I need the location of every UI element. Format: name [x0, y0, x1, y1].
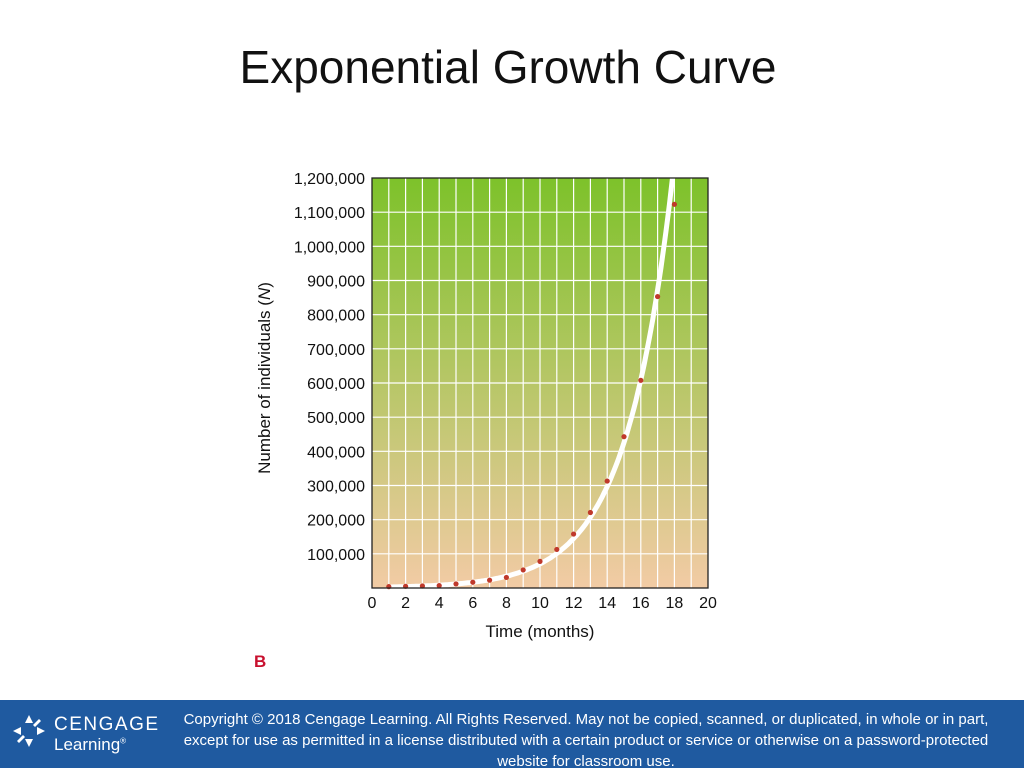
- y-axis-label-variable: N: [255, 287, 274, 300]
- growth-chart: 100,000 200,000 300,000 400,000 500,000 600,0…: [255, 171, 717, 641]
- x-tick-label: 0: [368, 595, 377, 612]
- x-tick-label: 6: [468, 595, 477, 612]
- y-tick-label: 1,200,000: [294, 171, 365, 188]
- data-point: [487, 577, 493, 583]
- x-tick-label: 12: [565, 595, 583, 612]
- y-tick-label: 200,000: [307, 513, 365, 530]
- grid: [372, 178, 708, 588]
- y-tick-label: 800,000: [307, 308, 365, 325]
- x-tick-label: 4: [435, 595, 444, 612]
- x-tick-label: 10: [531, 595, 549, 612]
- x-tick-label: 2: [401, 595, 410, 612]
- data-point: [419, 583, 425, 589]
- data-point: [638, 377, 644, 383]
- data-point: [655, 293, 661, 300]
- y-tick-label: 1,100,000: [294, 205, 365, 222]
- y-tick-label: 600,000: [307, 376, 365, 393]
- y-tick-label: 1,000,000: [294, 239, 365, 256]
- x-tick-label: 18: [666, 595, 684, 612]
- x-tick-label: 14: [598, 595, 616, 612]
- data-point: [671, 201, 678, 207]
- y-tick-label: 400,000: [307, 444, 365, 461]
- y-tick-label: 500,000: [307, 410, 365, 427]
- x-axis-label: Time (months): [486, 622, 595, 641]
- x-tick-label: 20: [699, 595, 717, 612]
- data-point: [587, 509, 594, 516]
- plot-frame: [371, 177, 709, 589]
- slide-title: Exponential Growth Curve: [239, 41, 777, 93]
- data-point: [470, 579, 476, 585]
- data-point: [554, 546, 560, 553]
- footer: CENGAGE Learning® Copyright © 2018 Cenga…: [0, 700, 1024, 770]
- logo-word-learning-text: Learning: [54, 735, 121, 754]
- data-point: [436, 583, 442, 589]
- data-point: [453, 581, 459, 587]
- copyright-notice: Copyright © 2018 Cengage Learning. All R…: [183, 711, 989, 770]
- x-tick-label: 8: [502, 595, 511, 612]
- y-axis-label: Number of individuals (N): [255, 282, 274, 474]
- y-tick-label: 700,000: [307, 342, 365, 359]
- y-tick-label: 100,000: [307, 547, 365, 564]
- logo-word-learning: Learning®: [54, 735, 126, 755]
- registered-mark: ®: [120, 736, 127, 746]
- data-point: [503, 574, 509, 581]
- y-tick-label: 900,000: [307, 274, 365, 291]
- y-tick-label: 300,000: [307, 479, 365, 496]
- figure-letter: B: [254, 652, 267, 671]
- data-point: [537, 558, 543, 564]
- data-point: [571, 531, 577, 537]
- data-point: [604, 478, 610, 484]
- cengage-logo-icon: [13, 715, 45, 747]
- data-point: [621, 434, 627, 440]
- x-tick-label: 16: [632, 595, 650, 612]
- data-point: [520, 567, 526, 573]
- cengage-logo: CENGAGE Learning®: [12, 712, 162, 758]
- logo-word-cengage: CENGAGE: [54, 714, 160, 735]
